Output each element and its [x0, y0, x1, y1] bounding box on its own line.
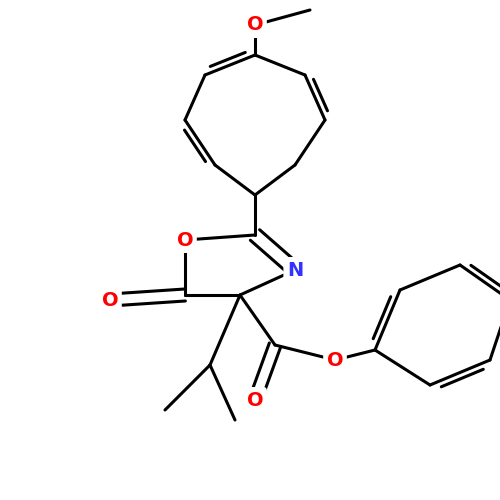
Text: O: O [246, 390, 264, 409]
Text: N: N [287, 260, 303, 280]
Text: O: O [326, 350, 344, 370]
Text: O: O [246, 16, 264, 34]
Text: O: O [176, 230, 194, 250]
Text: O: O [102, 290, 118, 310]
